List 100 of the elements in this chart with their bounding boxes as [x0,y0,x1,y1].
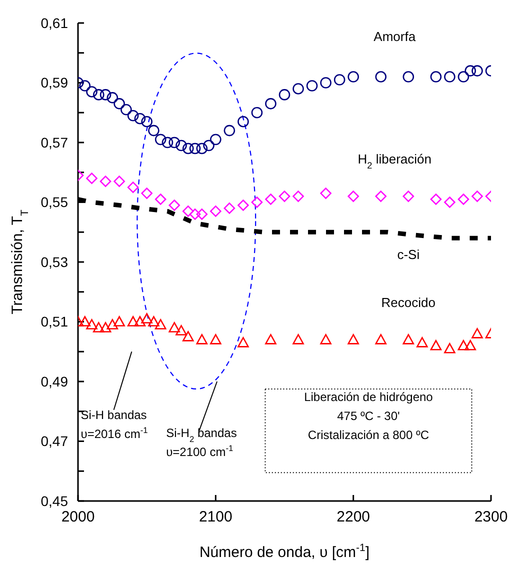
point [176,140,187,152]
point [430,340,442,350]
point [141,116,152,128]
point [210,134,222,146]
annotation: Si-H bandas υ=2016 cm$^{-1}$ [80,408,148,441]
point [127,110,139,122]
point [182,142,194,154]
point [79,316,91,326]
point [106,319,118,330]
point [79,80,91,92]
point [334,74,346,86]
y-tick-label: 0,53 [40,254,68,270]
point [154,194,166,205]
annotation: Si-H$_{2}$ bandas υ=2100 cm$^{-1}$ [166,426,237,459]
point [444,196,456,208]
point [416,337,428,348]
point [375,190,387,202]
point [100,176,112,187]
point [176,325,187,336]
point [203,140,214,152]
point [251,106,263,118]
point [320,188,332,199]
point [320,334,332,344]
x-tick-label: 2300 [474,508,508,526]
point [375,71,387,82]
point [292,334,304,344]
y-tick-label: 0,47 [40,433,68,450]
annotation: Liberación de hidrógeno 475 ºC - 30' Cristalización a 800 ºC [304,390,434,442]
point [472,65,483,76]
point [472,328,483,338]
point [210,206,222,217]
point [224,124,236,136]
point [182,206,194,217]
point [472,190,483,202]
point [182,331,194,342]
point [238,200,249,211]
x-tick-label: 2200 [336,508,370,526]
point [93,89,104,100]
point [458,340,470,350]
point [141,188,152,199]
point [127,182,139,193]
y-tick-label: 0,55 [40,194,68,210]
point [265,194,276,205]
point [238,337,249,348]
point [141,313,152,324]
y-tick-label: 0,49 [40,373,68,390]
point [189,208,201,220]
point [100,322,112,332]
point [120,104,132,116]
y-tick-label: 0,61 [40,14,68,31]
y-tick-label: 0,59 [40,74,68,91]
point [251,196,263,208]
point [114,176,125,187]
point [306,80,318,92]
point [292,83,304,94]
point [114,316,125,326]
y-tick-label: 0,51 [40,314,68,330]
point [265,334,276,344]
series-label: H$_{2}$ liberación [358,151,432,170]
point [127,316,139,326]
point [464,340,476,350]
point [278,190,290,202]
series-label: c-Si [397,247,420,262]
point [278,89,290,100]
point [430,194,442,205]
point [100,89,112,100]
point [196,208,208,220]
point [154,319,166,330]
point [402,334,414,344]
point [189,142,201,154]
point [162,136,174,148]
point [292,190,304,202]
y-tick-label: 0,57 [40,134,68,150]
point [154,134,166,146]
point [458,71,470,82]
text: Amorfa [374,28,416,44]
point [134,112,146,124]
point [86,172,98,184]
y-tick-label: 0,45 [40,492,68,509]
point [106,92,118,104]
point [458,194,470,205]
point [196,142,208,154]
point [134,316,146,326]
series-label: Recocido [381,294,436,310]
x-axis-title: Número de onda, υ [cm$^{-1}$] [199,542,370,561]
x-tick-label: 2100 [198,508,232,526]
point [168,200,180,211]
point [375,334,387,344]
point [210,334,222,344]
point [93,322,104,332]
point [430,71,442,82]
point [86,86,98,98]
point [224,202,236,214]
point [402,190,414,202]
point [444,342,456,354]
x-tick-label: 2000 [61,508,95,526]
point [238,116,249,128]
point [114,98,125,110]
point [168,136,180,148]
point [148,124,160,136]
